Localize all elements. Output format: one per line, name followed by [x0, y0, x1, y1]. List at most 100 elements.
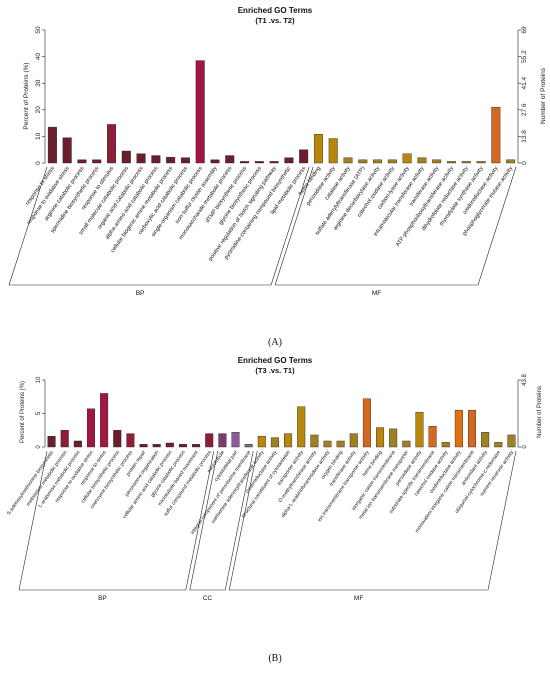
- bar: [240, 161, 250, 164]
- group-bracket-side: [274, 166, 314, 286]
- bar: [139, 444, 148, 448]
- bar: [113, 430, 122, 448]
- chart-a-subtitle: (T1 .vs. T2): [255, 16, 295, 25]
- group-bracket-side: [270, 166, 310, 286]
- bar: [178, 444, 187, 448]
- group-bracket-side: [185, 450, 215, 591]
- bar: [387, 159, 397, 164]
- bar: [270, 437, 279, 448]
- y-tick-label: 30: [35, 79, 42, 87]
- bar: [297, 406, 306, 448]
- y-tick-label: 50: [35, 26, 42, 34]
- y2-tick-label: 43.8: [522, 374, 528, 386]
- bar: [60, 430, 69, 448]
- y2-tick-label: 55.2: [521, 50, 528, 63]
- group-label: BP: [98, 595, 107, 602]
- bar: [195, 60, 205, 164]
- chart-a-ylabel: Percent of Proteins (%): [23, 62, 30, 129]
- chart-a: Enriched GO Terms (T1 .vs. T2) Percent o…: [8, 6, 547, 348]
- bar: [349, 433, 358, 448]
- bar: [362, 398, 371, 448]
- bar: [389, 428, 398, 448]
- chart-a-ylabel-right: Number of Proteins: [540, 67, 547, 124]
- bar: [373, 159, 383, 164]
- bar: [121, 150, 131, 164]
- bar: [417, 157, 427, 164]
- bar: [47, 436, 56, 448]
- bar: [152, 444, 161, 448]
- bar: [415, 411, 424, 448]
- bar: [218, 433, 227, 448]
- bar: [107, 124, 117, 164]
- bar: [62, 137, 72, 164]
- bar: [343, 157, 353, 164]
- panel-label-a: (A): [268, 337, 282, 348]
- y2-tick-label: 0: [521, 161, 528, 165]
- group-bracket-side: [487, 450, 517, 591]
- bar: [47, 126, 57, 164]
- bar: [257, 436, 266, 448]
- bar: [254, 161, 264, 164]
- bar: [284, 433, 293, 448]
- chart-b-ylabel: Percent of Proteins (%): [20, 381, 26, 443]
- bar: [481, 432, 490, 448]
- bar: [166, 156, 176, 164]
- bar: [491, 106, 501, 164]
- y-tick-label: 0: [36, 445, 42, 449]
- y2-tick-label: 41.4: [521, 76, 528, 89]
- bar: [100, 393, 109, 448]
- group-bracket-side: [224, 450, 254, 591]
- bar: [244, 444, 253, 448]
- panel-label-b: (B): [268, 653, 281, 664]
- y2-tick-label: 13.8: [521, 130, 528, 143]
- bar: [507, 434, 516, 448]
- group-bracket-side: [8, 166, 48, 286]
- bar: [376, 427, 385, 448]
- bar: [180, 157, 190, 164]
- bar: [336, 440, 345, 448]
- bar: [92, 159, 102, 164]
- bar: [192, 444, 201, 448]
- bar: [284, 157, 294, 164]
- y2-tick-label: 27.6: [521, 103, 528, 116]
- chart-b: Enriched GO Terms (T3 .vs. T1) Percent o…: [6, 356, 543, 664]
- bar: [441, 442, 450, 448]
- y-tick-label: 10: [36, 376, 42, 383]
- bar: [313, 134, 323, 164]
- bar: [151, 155, 161, 164]
- bar: [231, 432, 240, 448]
- bar: [454, 409, 463, 448]
- bar: [506, 159, 516, 164]
- y-tick-label: 20: [35, 106, 42, 114]
- bar: [210, 159, 220, 164]
- y2-tick-label: 0: [522, 445, 528, 449]
- bar: [468, 409, 477, 448]
- bar: [225, 155, 235, 164]
- bar: [328, 138, 338, 164]
- group-label: MF: [372, 290, 381, 297]
- chart-b-title: Enriched GO Terms: [238, 356, 313, 365]
- chart-b-ylabel-right: Number of Proteins: [537, 386, 543, 438]
- chart-a-title: Enriched GO Terms: [238, 6, 313, 15]
- group-label: MF: [354, 595, 363, 602]
- bar: [77, 159, 87, 164]
- bar: [126, 433, 135, 448]
- bar: [86, 408, 95, 448]
- bar: [428, 426, 437, 448]
- bar: [323, 440, 332, 448]
- bar: [446, 161, 456, 164]
- group-bracket-side: [18, 450, 48, 591]
- y-tick-label: 5: [36, 411, 42, 415]
- group-bracket-side: [477, 166, 517, 286]
- group-bracket-side: [228, 450, 258, 591]
- bar: [432, 159, 442, 164]
- y-tick-label: 0: [35, 161, 42, 165]
- bar: [299, 149, 309, 164]
- group-label: BP: [136, 290, 145, 297]
- bar: [165, 442, 174, 448]
- bar: [358, 159, 368, 164]
- y-tick-label: 40: [35, 53, 42, 61]
- chart-b-subtitle: (T3 .vs. T1): [255, 366, 295, 375]
